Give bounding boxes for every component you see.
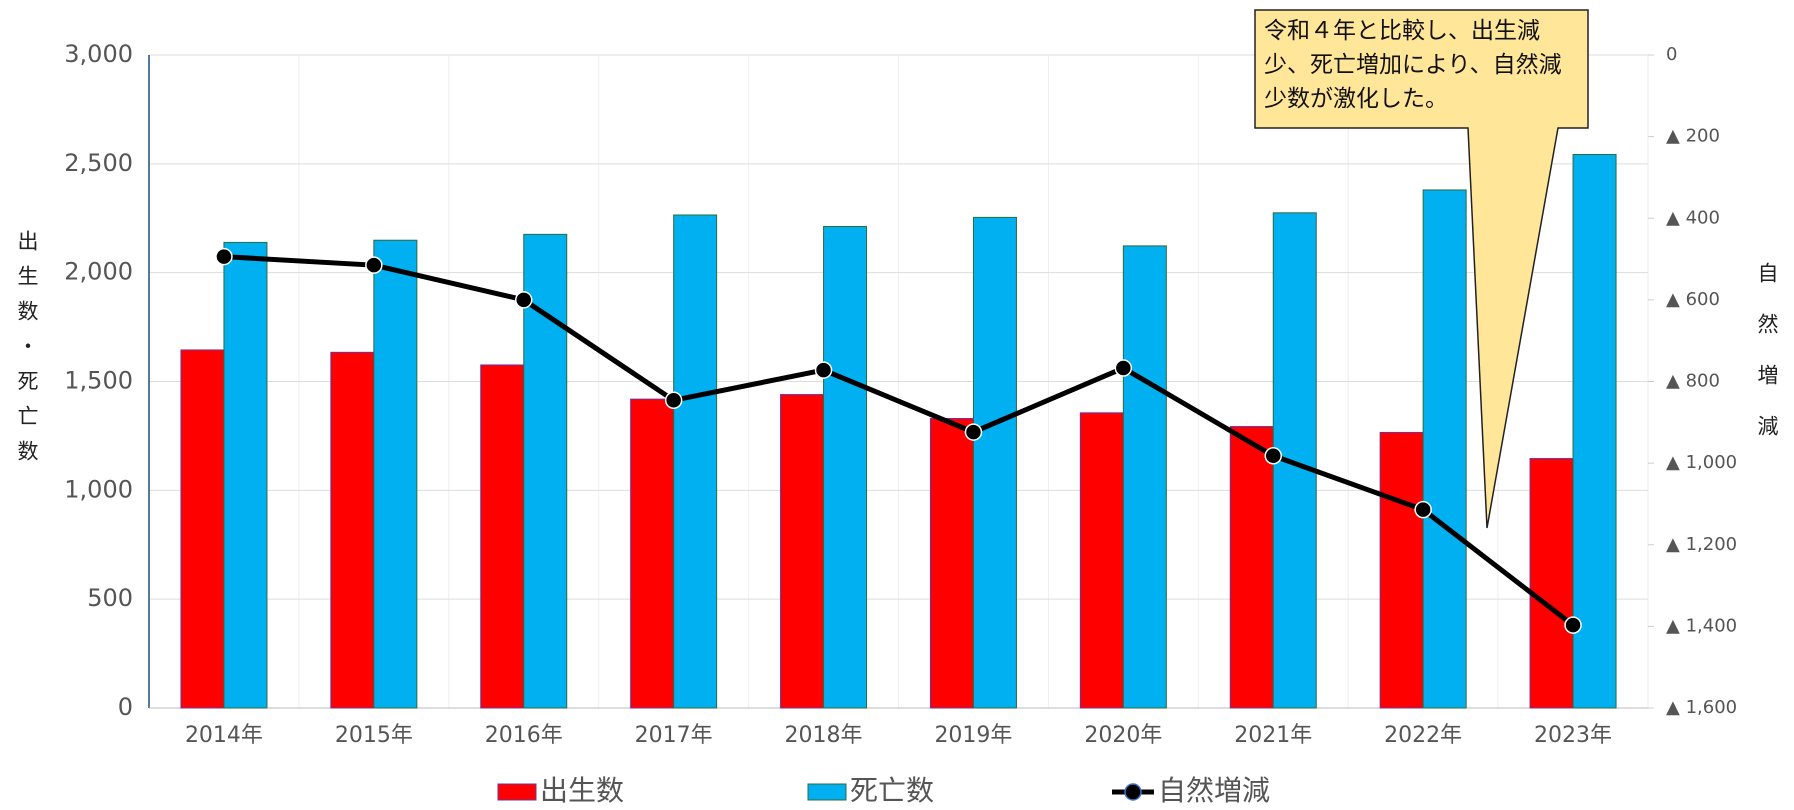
x-tick-label: 2022年 <box>1384 723 1462 748</box>
x-tick-label: 2021年 <box>1234 723 1312 748</box>
x-tick-label: 2014年 <box>185 723 263 748</box>
callout-box: 令和４年と比較し、出生減少、死亡増加により、自然減少数が激化した。 <box>1264 18 1562 112</box>
bar <box>373 239 418 709</box>
x-tick-label: 2018年 <box>785 723 863 748</box>
x-tick-label: 2016年 <box>485 723 563 748</box>
marker <box>215 247 233 266</box>
x-tick-label: 2019年 <box>934 723 1012 748</box>
y2-tick-label: ▲ 1,200 <box>1666 534 1737 555</box>
legend-label: 自然増減 <box>1158 774 1270 807</box>
y-tick-label: 2,500 <box>64 149 133 177</box>
y2-tick-label: ▲ 800 <box>1666 371 1720 392</box>
annotation: 令和４年と比較し、出生減少、死亡増加により、自然減少数が激化した。 <box>1264 18 1562 112</box>
bar <box>1572 153 1617 709</box>
bar <box>972 216 1017 709</box>
legend-label: 死亡数 <box>850 774 934 807</box>
bar <box>630 398 675 709</box>
y2-tick-label: ▲ 1,400 <box>1666 615 1737 636</box>
x-tick-label: 2023年 <box>1534 723 1612 748</box>
y2-tick-label: ▲ 400 <box>1666 207 1720 228</box>
bar <box>1229 426 1274 709</box>
bar <box>480 364 525 709</box>
marks <box>180 153 1617 709</box>
y2-axis-label: 自然増減 <box>1755 262 1779 466</box>
x-tick-label: 2020年 <box>1084 723 1162 748</box>
legend-swatch <box>807 783 847 801</box>
legend-marker <box>1124 783 1142 801</box>
bar <box>929 418 974 709</box>
y-tick-label: 1,500 <box>64 367 133 395</box>
marker <box>1414 500 1432 519</box>
bar <box>180 349 225 709</box>
bar <box>673 214 718 709</box>
marker <box>664 391 683 410</box>
bar <box>330 351 375 709</box>
y2-tick-label: ▲ 600 <box>1666 289 1720 310</box>
y-tick-label: 0 <box>118 693 133 721</box>
bar <box>1422 189 1467 709</box>
marker <box>814 361 833 379</box>
bar <box>1122 245 1167 709</box>
y-tick-label: 500 <box>87 584 133 612</box>
bar <box>223 241 268 709</box>
bar <box>780 394 825 709</box>
y2-tick-label: ▲ 200 <box>1666 126 1720 147</box>
x-tick-label: 2017年 <box>635 723 713 748</box>
marker <box>515 291 533 309</box>
y2-tick-label: ▲ 1,600 <box>1666 697 1737 718</box>
legend-swatch <box>497 783 537 801</box>
y-tick-label: 2,000 <box>64 258 133 286</box>
legend-label: 出生数 <box>540 774 624 807</box>
y-tick-label: 3,000 <box>64 40 133 68</box>
marker <box>365 256 383 274</box>
marker <box>1114 359 1133 377</box>
marker <box>964 423 983 441</box>
bar <box>823 226 868 709</box>
callout <box>1254 9 1589 529</box>
marker <box>1564 616 1582 634</box>
y2-tick-label: ▲ 1,000 <box>1666 452 1737 473</box>
bar <box>1379 431 1424 709</box>
bar <box>1079 412 1124 709</box>
y2-tick-label: 0 <box>1666 44 1677 65</box>
y-tick-label: 1,000 <box>64 475 133 503</box>
y-axis-label: 出生数・死亡数 <box>15 230 39 475</box>
x-tick-label: 2015年 <box>335 723 413 748</box>
bar <box>1529 458 1574 709</box>
marker <box>1264 447 1282 465</box>
line <box>223 254 1575 628</box>
